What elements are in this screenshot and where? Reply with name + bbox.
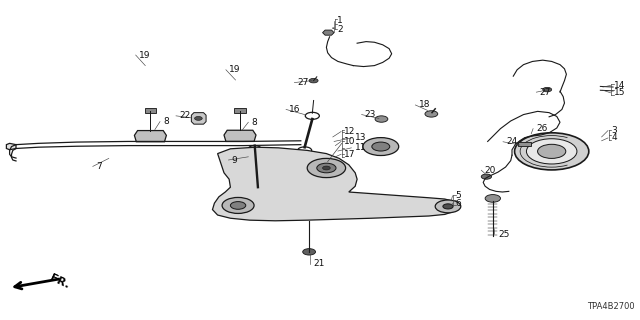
Circle shape bbox=[303, 249, 316, 255]
Text: FR.: FR. bbox=[48, 273, 71, 291]
Text: 22: 22 bbox=[179, 111, 191, 120]
Circle shape bbox=[435, 200, 461, 213]
Text: 8: 8 bbox=[163, 117, 169, 126]
Text: 25: 25 bbox=[498, 230, 509, 239]
Circle shape bbox=[515, 133, 589, 170]
Text: TPA4B2700: TPA4B2700 bbox=[588, 302, 635, 311]
Circle shape bbox=[372, 142, 390, 151]
Text: 4: 4 bbox=[611, 133, 617, 142]
Circle shape bbox=[252, 181, 264, 187]
Text: 21: 21 bbox=[314, 260, 325, 268]
Bar bbox=[145, 108, 156, 113]
Circle shape bbox=[298, 147, 312, 154]
Text: 6: 6 bbox=[456, 199, 461, 208]
Text: 27: 27 bbox=[298, 78, 309, 87]
Text: 19: 19 bbox=[139, 51, 150, 60]
Text: 1: 1 bbox=[337, 16, 343, 25]
Circle shape bbox=[543, 87, 552, 92]
Text: 15: 15 bbox=[614, 88, 625, 97]
Polygon shape bbox=[224, 130, 256, 141]
Text: 18: 18 bbox=[419, 100, 430, 109]
Bar bbox=[234, 108, 246, 113]
Circle shape bbox=[248, 146, 261, 152]
Text: 23: 23 bbox=[365, 110, 376, 119]
Polygon shape bbox=[134, 131, 166, 142]
Circle shape bbox=[485, 195, 500, 202]
Bar bbox=[518, 142, 531, 146]
Polygon shape bbox=[6, 143, 16, 150]
Circle shape bbox=[481, 174, 492, 179]
Text: 27: 27 bbox=[540, 88, 551, 97]
Text: 3: 3 bbox=[611, 126, 617, 135]
Circle shape bbox=[443, 204, 453, 209]
Circle shape bbox=[538, 144, 566, 158]
Text: 20: 20 bbox=[484, 166, 496, 175]
Circle shape bbox=[222, 197, 254, 213]
Text: 11: 11 bbox=[355, 143, 366, 152]
Text: 13: 13 bbox=[355, 133, 366, 142]
Text: 24: 24 bbox=[506, 137, 518, 146]
Polygon shape bbox=[212, 147, 458, 221]
Polygon shape bbox=[191, 113, 206, 124]
Text: 2: 2 bbox=[337, 25, 343, 34]
Circle shape bbox=[307, 158, 346, 178]
Circle shape bbox=[195, 116, 202, 120]
Circle shape bbox=[375, 116, 388, 122]
Text: 17: 17 bbox=[344, 150, 356, 159]
Text: 19: 19 bbox=[229, 65, 241, 74]
Circle shape bbox=[317, 163, 336, 173]
Text: 12: 12 bbox=[344, 127, 356, 136]
Circle shape bbox=[363, 138, 399, 156]
Circle shape bbox=[425, 111, 438, 117]
Circle shape bbox=[230, 202, 246, 209]
Circle shape bbox=[309, 78, 318, 83]
Circle shape bbox=[305, 112, 319, 119]
Circle shape bbox=[527, 139, 577, 164]
Text: 16: 16 bbox=[289, 105, 301, 114]
Text: 14: 14 bbox=[614, 81, 625, 90]
Text: 5: 5 bbox=[456, 191, 461, 200]
Text: 9: 9 bbox=[232, 156, 237, 164]
Text: 26: 26 bbox=[536, 124, 548, 133]
Circle shape bbox=[323, 166, 330, 170]
Text: 10: 10 bbox=[344, 137, 356, 146]
Text: 8: 8 bbox=[252, 118, 257, 127]
Polygon shape bbox=[323, 30, 334, 35]
Text: 7: 7 bbox=[96, 162, 102, 171]
